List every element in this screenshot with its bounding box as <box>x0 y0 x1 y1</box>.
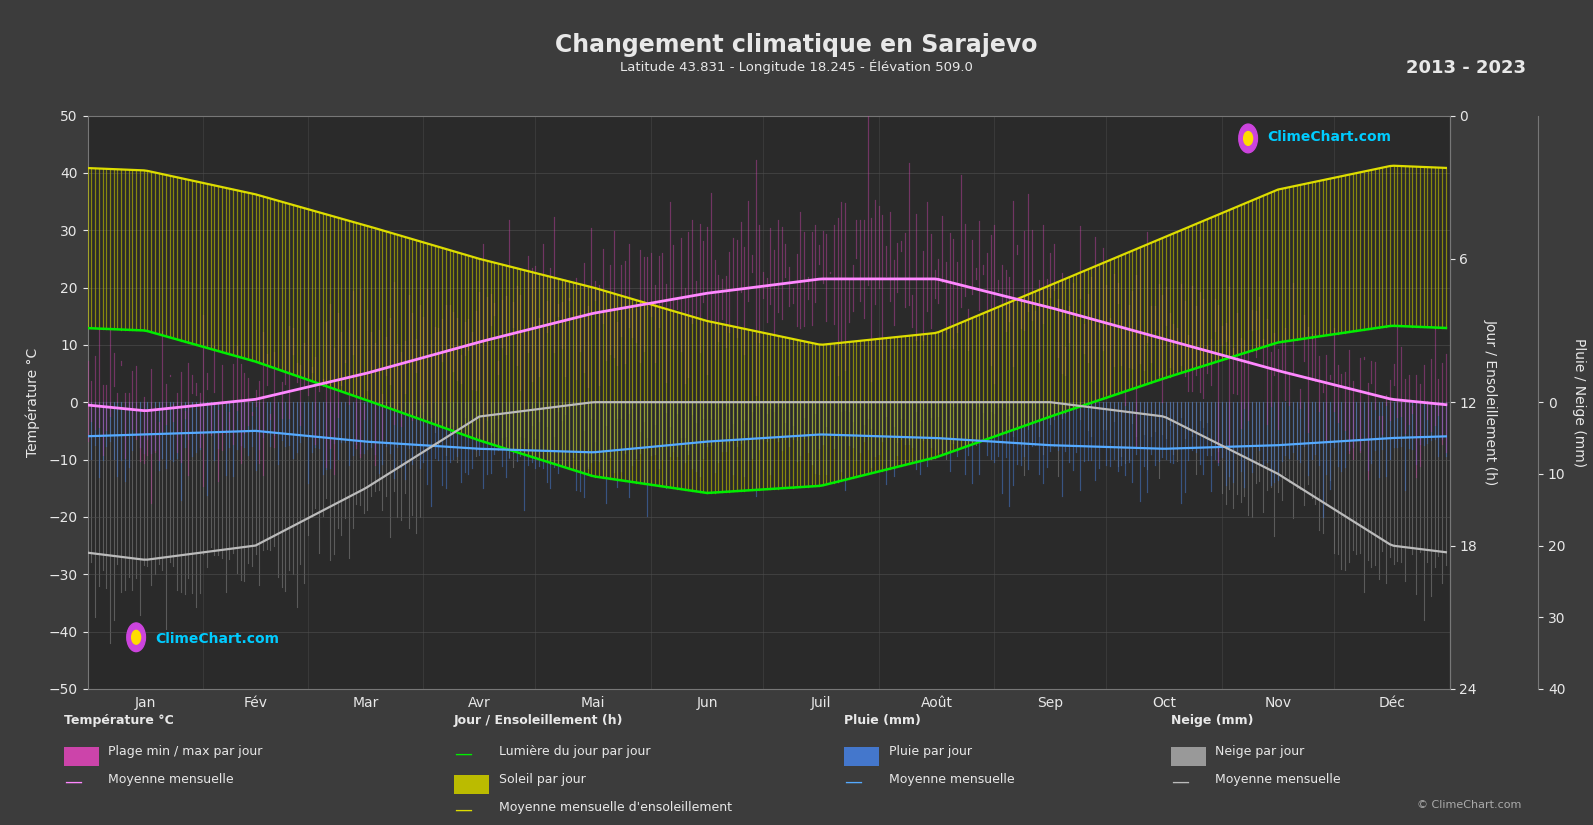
Text: Soleil par jour: Soleil par jour <box>499 773 585 786</box>
Text: —: — <box>454 745 472 763</box>
Text: 2013 - 2023: 2013 - 2023 <box>1407 59 1526 78</box>
Text: ClimeChart.com: ClimeChart.com <box>1266 130 1391 144</box>
Text: Neige par jour: Neige par jour <box>1215 745 1305 758</box>
Text: Pluie par jour: Pluie par jour <box>889 745 972 758</box>
Text: Latitude 43.831 - Longitude 18.245 - Élévation 509.0: Latitude 43.831 - Longitude 18.245 - Élé… <box>620 59 973 74</box>
Circle shape <box>1239 124 1257 153</box>
Text: Neige (mm): Neige (mm) <box>1171 714 1254 727</box>
Circle shape <box>1244 131 1252 145</box>
Text: —: — <box>64 773 81 791</box>
Y-axis label: Jour / Ensoleillement (h): Jour / Ensoleillement (h) <box>1485 319 1497 485</box>
Text: Moyenne mensuelle: Moyenne mensuelle <box>108 773 234 786</box>
Text: —: — <box>844 773 862 791</box>
Text: Plage min / max par jour: Plage min / max par jour <box>108 745 263 758</box>
Text: Moyenne mensuelle: Moyenne mensuelle <box>1215 773 1341 786</box>
Text: —: — <box>454 801 472 819</box>
Y-axis label: Température °C: Température °C <box>25 347 40 457</box>
Text: Lumière du jour par jour: Lumière du jour par jour <box>499 745 650 758</box>
Text: © ClimeChart.com: © ClimeChart.com <box>1416 800 1521 810</box>
Text: Moyenne mensuelle: Moyenne mensuelle <box>889 773 1015 786</box>
Text: Température °C: Température °C <box>64 714 174 727</box>
Text: Changement climatique en Sarajevo: Changement climatique en Sarajevo <box>556 33 1037 57</box>
Y-axis label: Pluie / Neige (mm): Pluie / Neige (mm) <box>1572 337 1587 467</box>
Text: —: — <box>1171 773 1188 791</box>
Circle shape <box>127 623 145 652</box>
Text: Moyenne mensuelle d'ensoleillement: Moyenne mensuelle d'ensoleillement <box>499 801 731 814</box>
Circle shape <box>132 630 140 644</box>
Text: Jour / Ensoleillement (h): Jour / Ensoleillement (h) <box>454 714 623 727</box>
Text: Pluie (mm): Pluie (mm) <box>844 714 921 727</box>
Text: ClimeChart.com: ClimeChart.com <box>155 632 279 646</box>
